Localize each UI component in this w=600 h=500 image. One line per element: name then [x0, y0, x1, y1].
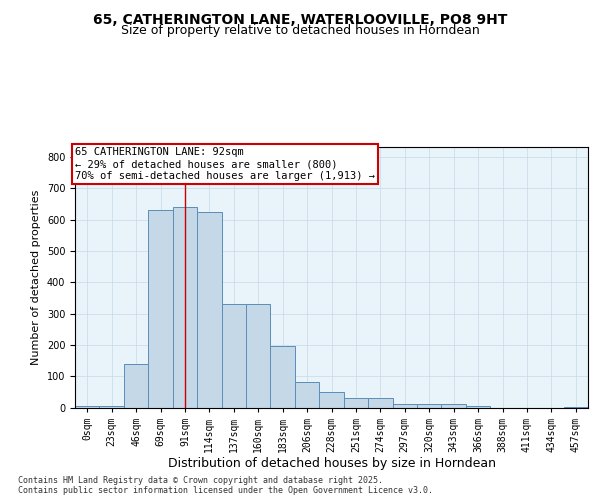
- Bar: [197, 212, 221, 408]
- Bar: [368, 398, 392, 407]
- Bar: [466, 406, 490, 407]
- Text: Size of property relative to detached houses in Horndean: Size of property relative to detached ho…: [121, 24, 479, 37]
- Bar: [100, 406, 124, 407]
- Text: Contains HM Land Registry data © Crown copyright and database right 2025.
Contai: Contains HM Land Registry data © Crown c…: [18, 476, 433, 495]
- Y-axis label: Number of detached properties: Number of detached properties: [31, 190, 41, 365]
- Bar: [442, 404, 466, 407]
- Bar: [271, 346, 295, 408]
- Text: 65, CATHERINGTON LANE, WATERLOOVILLE, PO8 9HT: 65, CATHERINGTON LANE, WATERLOOVILLE, PO…: [93, 12, 507, 26]
- Bar: [148, 210, 173, 408]
- Bar: [246, 304, 271, 408]
- Bar: [563, 407, 588, 408]
- Bar: [392, 404, 417, 407]
- Bar: [319, 392, 344, 407]
- X-axis label: Distribution of detached houses by size in Horndean: Distribution of detached houses by size …: [167, 458, 496, 470]
- Bar: [173, 207, 197, 408]
- Bar: [417, 404, 442, 407]
- Bar: [344, 398, 368, 407]
- Bar: [75, 406, 100, 407]
- Bar: [295, 382, 319, 407]
- Bar: [124, 364, 148, 408]
- Bar: [221, 304, 246, 408]
- Text: 65 CATHERINGTON LANE: 92sqm
← 29% of detached houses are smaller (800)
70% of se: 65 CATHERINGTON LANE: 92sqm ← 29% of det…: [75, 148, 375, 180]
